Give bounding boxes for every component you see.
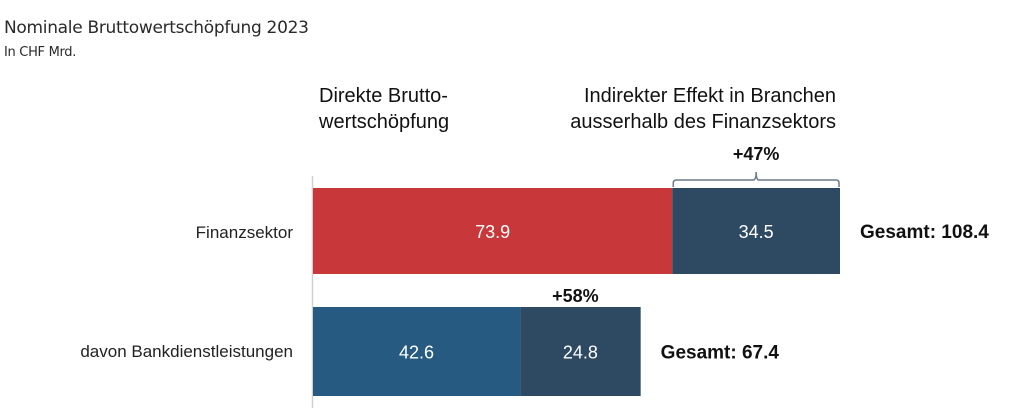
increase-label-bank: +58% bbox=[552, 286, 599, 306]
category-label-bankdienstleistungen: davon Bankdienstleistungen bbox=[80, 342, 293, 361]
category-label-finanzsektor: Finanzsektor bbox=[196, 223, 294, 242]
bracket-finanzsektor-indirect bbox=[672, 171, 840, 187]
chart-title: Nominale Bruttowertschöpfung 2023 bbox=[4, 18, 309, 38]
bar-bank-direct bbox=[313, 307, 521, 396]
header-direct-line1: Direkte Brutto- bbox=[319, 85, 448, 107]
chart-subtitle: In CHF Mrd. bbox=[4, 45, 77, 60]
bar-finanzsektor-direct bbox=[313, 188, 673, 274]
bar-finanzsektor-indirect bbox=[672, 188, 840, 274]
increase-label-finanzsektor: +47% bbox=[733, 144, 780, 164]
total-label-bank: Gesamt: 67.4 bbox=[661, 343, 780, 364]
value-label-finanzsektor-direct: 73.9 bbox=[475, 222, 510, 242]
value-label-bank-direct: 42.6 bbox=[399, 343, 434, 363]
header-indirect-line1: Indirekter Effekt in Branchen bbox=[584, 85, 836, 107]
total-label-finanzsektor: Gesamt: 108.4 bbox=[860, 222, 989, 243]
header-indirect-line2: ausserhalb des Finanzsektors bbox=[570, 111, 836, 133]
value-label-bank-indirect: 24.8 bbox=[563, 343, 598, 363]
bar-bank-indirect bbox=[520, 307, 641, 396]
header-direct-line2: wertschöpfung bbox=[318, 111, 449, 133]
value-label-finanzsektor-indirect: 34.5 bbox=[739, 222, 774, 242]
